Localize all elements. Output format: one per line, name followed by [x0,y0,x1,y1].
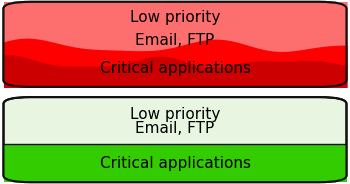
Bar [4,144,346,182]
Text: Email, FTP: Email, FTP [135,121,215,136]
FancyBboxPatch shape [4,97,346,182]
Text: Critical applications: Critical applications [99,156,251,171]
FancyBboxPatch shape [4,2,346,87]
Text: Low priority: Low priority [130,107,220,122]
Text: Email, FTP: Email, FTP [135,33,215,48]
Text: Low priority: Low priority [130,10,220,25]
Text: Critical applications: Critical applications [99,61,251,76]
